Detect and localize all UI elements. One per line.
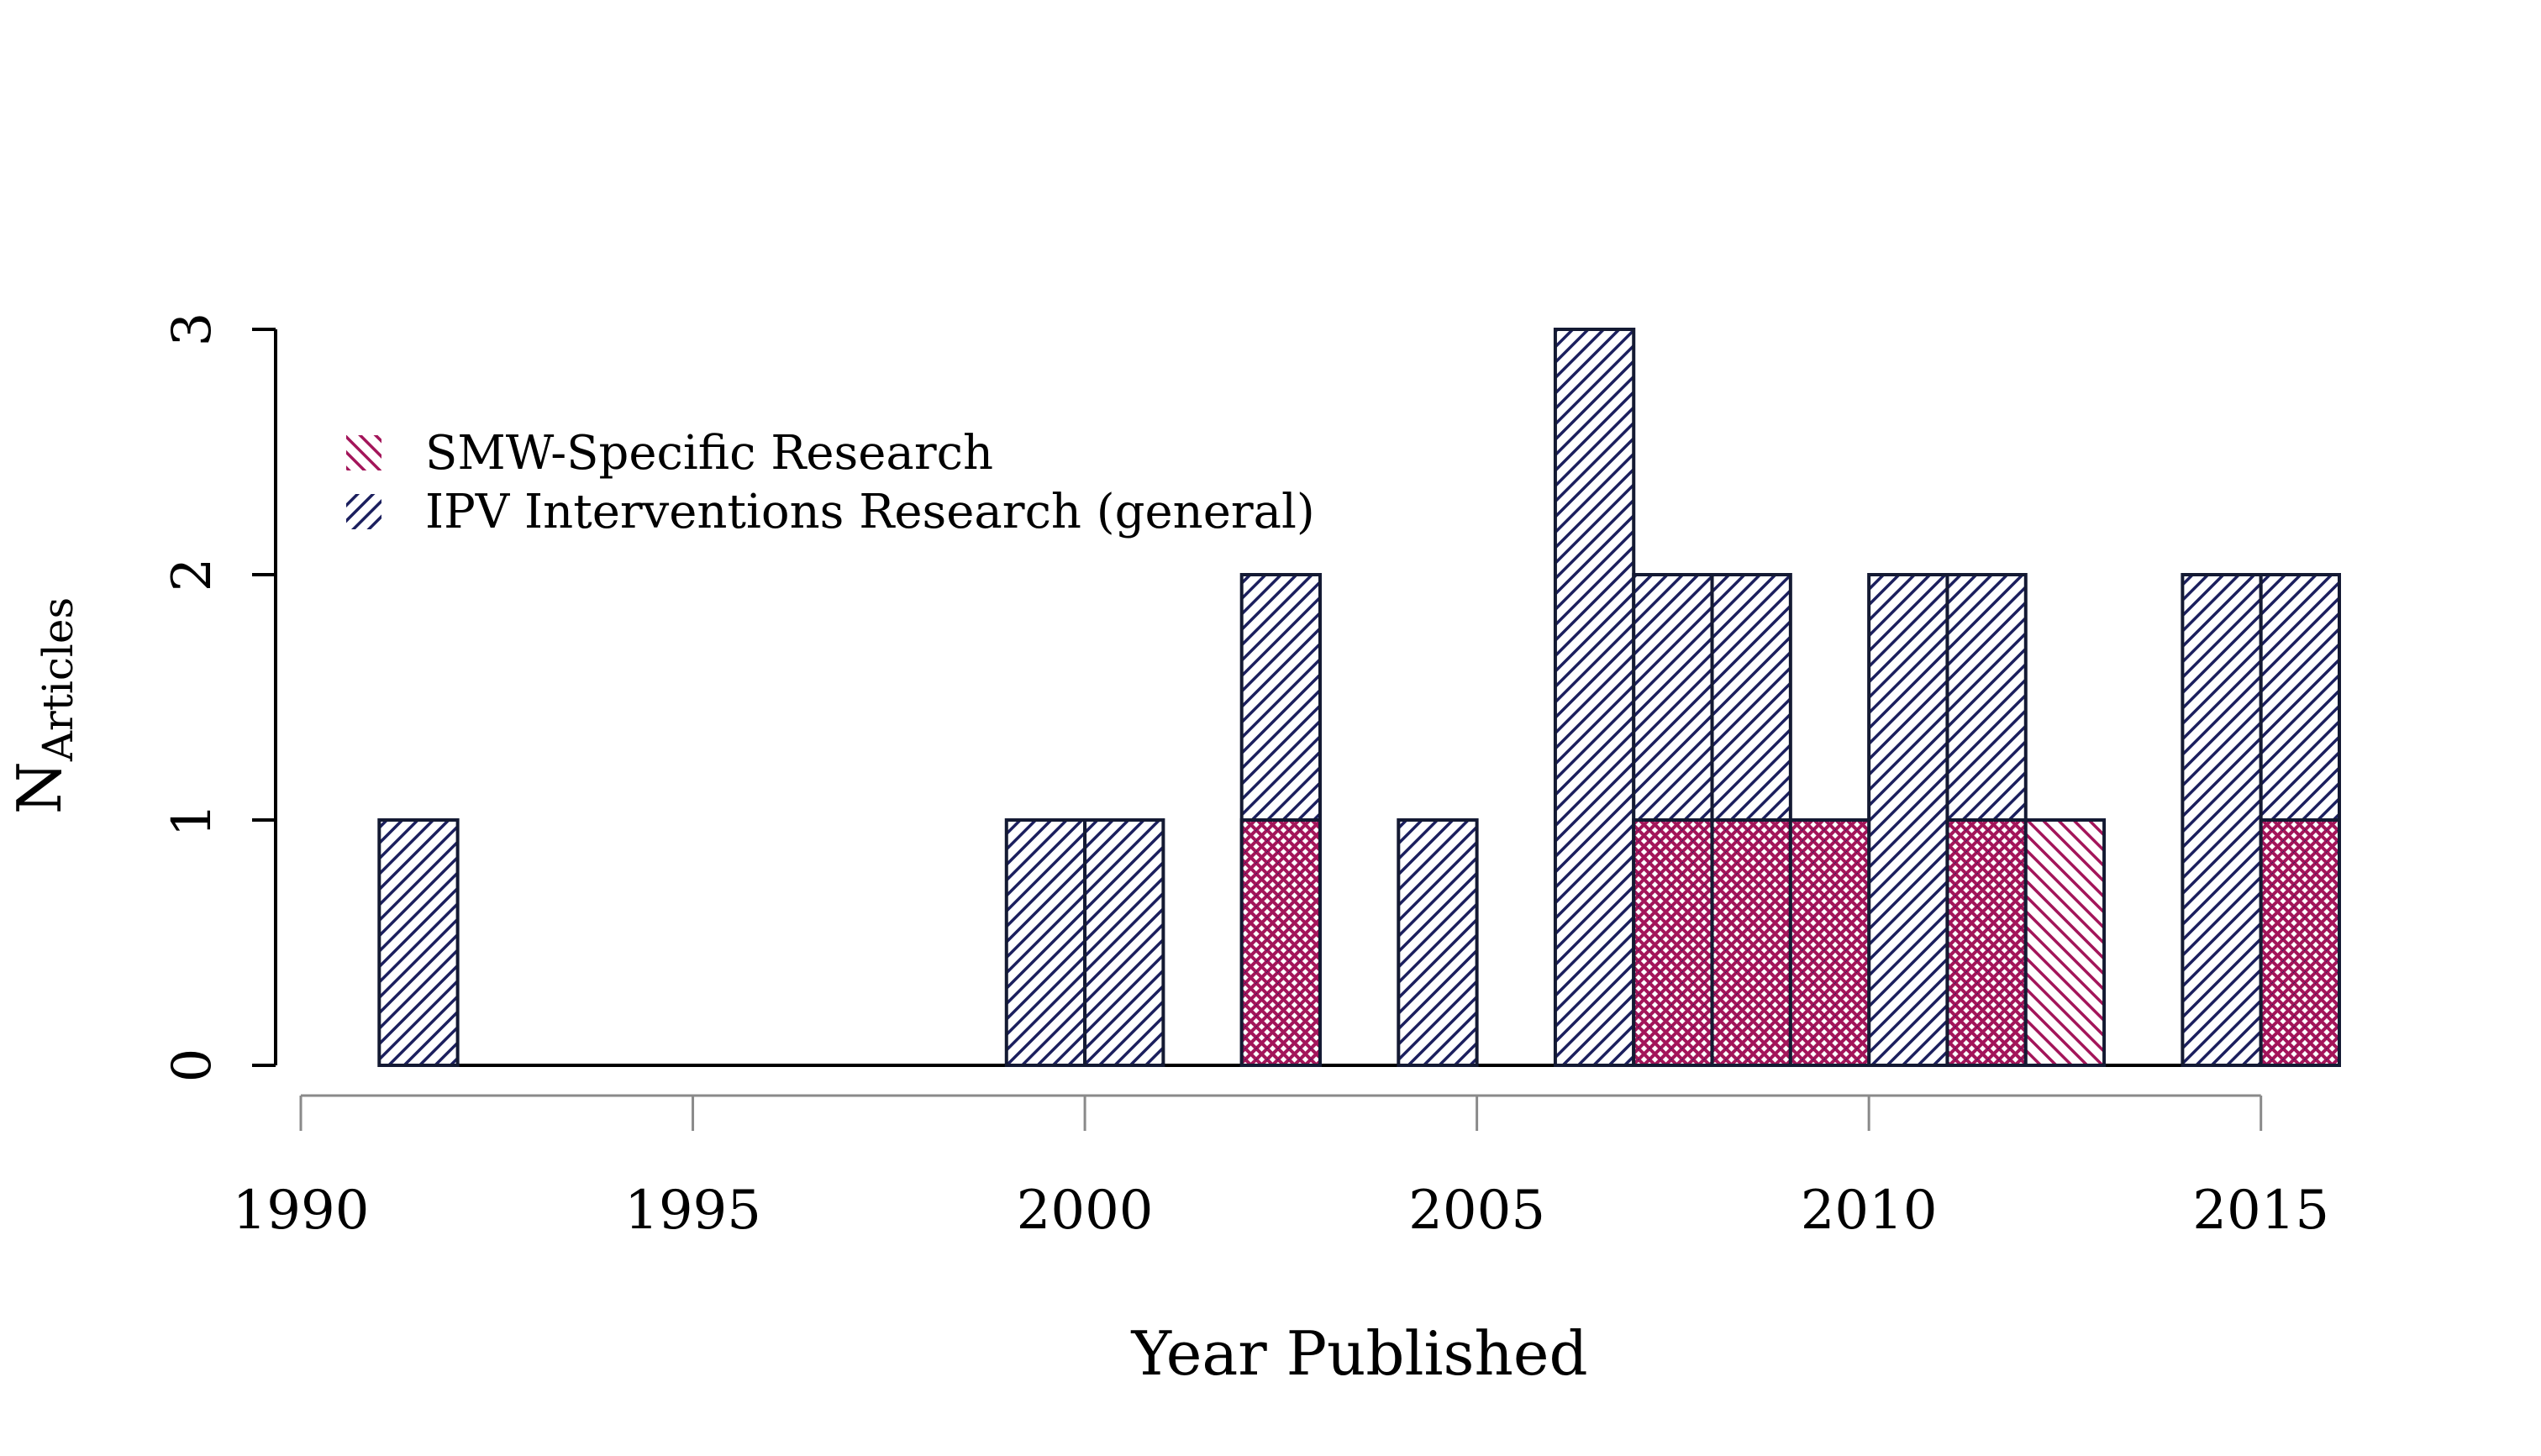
y-axis-title-subscript: Articles: [34, 597, 82, 762]
bar-ipv-2014: [2181, 573, 2263, 1067]
bar-smw-2011: [1945, 818, 2028, 1067]
bar-smw-2002: [1239, 818, 1322, 1067]
x-tick-label-1995: 1995: [624, 1180, 761, 1242]
y-axis-ticks: 0 1 2 3: [161, 313, 276, 1083]
y-axis-title-main: N: [4, 761, 75, 814]
bar-ipv-2006: [1553, 328, 1636, 1067]
legend-label-smw: SMW-Specific Research: [425, 426, 993, 481]
y-tick-label-3: 3: [161, 313, 224, 347]
bar-ipv-1999: [1004, 818, 1087, 1067]
bar-smw-2015: [2259, 818, 2342, 1067]
bar-ipv-2000: [1083, 818, 1165, 1067]
bar-smw-2012: [2023, 818, 2107, 1067]
y-tick-label-0: 0: [161, 1049, 224, 1083]
x-tick-label-1990: 1990: [233, 1180, 370, 1242]
legend: SMW-Specific Research IPV Interventions …: [346, 426, 1315, 539]
y-tick-label-2: 2: [161, 558, 224, 592]
bar-ipv-2004: [1397, 818, 1479, 1067]
y-tick-label-1: 1: [161, 803, 224, 838]
x-axis-ticks: 1990 1995 2000 2005 2010 2015: [233, 1096, 2329, 1242]
x-tick-label-2000: 2000: [1017, 1180, 1154, 1242]
x-tick-label-2005: 2005: [1408, 1180, 1545, 1242]
y-axis-title: NArticles: [4, 597, 82, 814]
bar-smw-2008: [1710, 818, 1792, 1067]
legend-label-ipv: IPV Interventions Research (general): [425, 485, 1315, 539]
series-smw-bars: [1239, 818, 2342, 1067]
bar-ipv-1991: [377, 818, 460, 1067]
bar-smw-2007: [1632, 818, 1714, 1067]
legend-swatch-ipv: [346, 494, 381, 529]
x-tick-label-2010: 2010: [1801, 1180, 1938, 1242]
bar-ipv-2010: [1867, 573, 1949, 1067]
x-tick-label-2015: 2015: [2192, 1180, 2329, 1242]
bar-smw-2009: [1788, 818, 1871, 1067]
x-axis-title: Year Published: [1130, 1318, 1587, 1389]
legend-swatch-smw: [346, 435, 381, 470]
